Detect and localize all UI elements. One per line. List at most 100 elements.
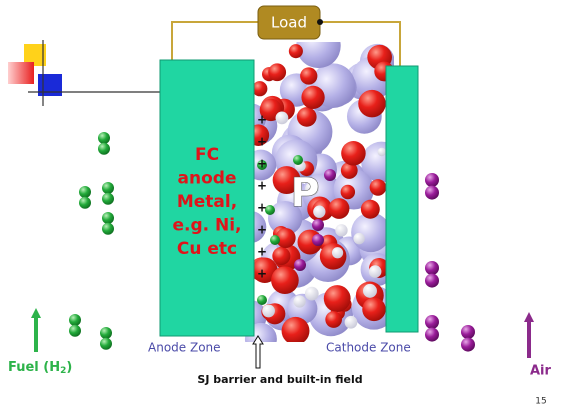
h-ion xyxy=(257,295,267,305)
lattice-ion xyxy=(268,200,303,236)
zone-label: Anode Zone xyxy=(148,341,221,355)
anode-line: e.g. Ni, xyxy=(172,216,241,236)
small-ion xyxy=(363,283,377,298)
h-ion xyxy=(270,235,280,245)
atom xyxy=(98,132,110,144)
oxygen-ion xyxy=(281,316,310,342)
air-arrow xyxy=(524,312,534,358)
oxygen-ion xyxy=(369,179,387,196)
oxygen-ion xyxy=(272,246,291,266)
oxygen-ion xyxy=(252,81,268,97)
o-ion xyxy=(324,169,336,181)
oxygen-ion xyxy=(340,162,358,179)
page-number: 15 xyxy=(535,397,546,407)
atom xyxy=(461,325,475,339)
small-ion xyxy=(335,224,348,237)
h-ion xyxy=(257,160,267,170)
atom xyxy=(425,173,439,187)
atom xyxy=(102,192,114,205)
wire xyxy=(318,21,401,66)
oxygen-ion xyxy=(288,44,303,59)
oxygen-ion xyxy=(360,199,380,219)
charge: + xyxy=(257,201,267,215)
anode-line: Cu etc xyxy=(177,239,237,259)
small-ion xyxy=(262,304,275,318)
small-ion xyxy=(293,295,306,308)
p-label: P xyxy=(290,170,319,216)
small-ion xyxy=(331,247,344,259)
h-ion xyxy=(293,155,303,165)
air-label: Air xyxy=(530,364,552,379)
oxygen-ion xyxy=(252,257,278,284)
zone-label: Cathode Zone xyxy=(326,341,411,355)
atom xyxy=(79,196,91,209)
oxygen-ion xyxy=(328,198,350,219)
small-ion xyxy=(344,315,358,329)
atom xyxy=(100,327,112,339)
wire xyxy=(171,21,260,60)
charge: + xyxy=(257,113,267,127)
cathode xyxy=(385,65,419,333)
small-ion xyxy=(304,286,319,301)
oxygen-ion xyxy=(268,63,287,82)
charge: + xyxy=(257,179,267,193)
oxygen-ion xyxy=(319,243,347,270)
charge: + xyxy=(257,135,267,149)
caption: SJ barrier and built-in field xyxy=(197,373,362,386)
small-ion xyxy=(368,265,382,278)
oxygen-ion xyxy=(362,297,386,322)
fuel-label: Fuel (H2) xyxy=(8,360,72,376)
o-ion xyxy=(294,259,306,271)
oxygen-ion xyxy=(296,107,317,127)
atom xyxy=(425,315,439,329)
small-ion xyxy=(313,205,326,218)
oxygen-ion xyxy=(358,89,386,118)
atom xyxy=(102,212,114,224)
atom xyxy=(425,261,439,275)
anode-line: anode xyxy=(178,169,237,189)
small-ion xyxy=(377,147,386,157)
o-ion xyxy=(312,234,324,246)
oxygen-ion xyxy=(340,184,356,200)
charge: + xyxy=(257,267,267,281)
atom xyxy=(69,324,81,337)
charge: + xyxy=(257,223,267,237)
anode-line: FC xyxy=(195,145,219,165)
oxygen-ion xyxy=(341,141,366,166)
oxygen-ion xyxy=(325,311,342,328)
o-ion xyxy=(312,219,324,231)
atom xyxy=(100,337,112,350)
atom xyxy=(102,182,114,194)
anode-line: Metal, xyxy=(177,192,237,212)
anode-label: FC anode Metal, e.g. Ni, Cu etc xyxy=(172,145,241,259)
charge: + xyxy=(257,157,267,171)
h-ion xyxy=(265,205,275,215)
load-label: Load xyxy=(271,14,307,32)
small-ion xyxy=(305,181,319,196)
fuel-arrow xyxy=(31,308,41,352)
atom xyxy=(425,185,439,200)
h2-molecules xyxy=(69,132,475,352)
logo xyxy=(8,40,160,106)
atom xyxy=(79,186,91,198)
atom xyxy=(98,142,110,155)
atom xyxy=(425,273,439,288)
oxygen-ion xyxy=(272,166,301,195)
oxygen-ion xyxy=(271,266,299,294)
oxygen-ion xyxy=(323,285,351,313)
oxygen-ion xyxy=(301,85,325,109)
atom xyxy=(102,222,114,235)
atom xyxy=(461,337,475,352)
anode xyxy=(159,59,255,337)
atom xyxy=(425,327,439,342)
charge: + xyxy=(257,245,267,259)
particles: + + + + + + + + xyxy=(244,42,394,342)
small-ion xyxy=(353,232,365,245)
small-ion xyxy=(275,111,289,125)
lattice-ion xyxy=(296,42,341,69)
atom xyxy=(69,314,81,326)
oxygen-ion xyxy=(275,227,296,248)
barrier-arrow xyxy=(252,335,264,369)
oxygen-ion xyxy=(300,67,318,85)
